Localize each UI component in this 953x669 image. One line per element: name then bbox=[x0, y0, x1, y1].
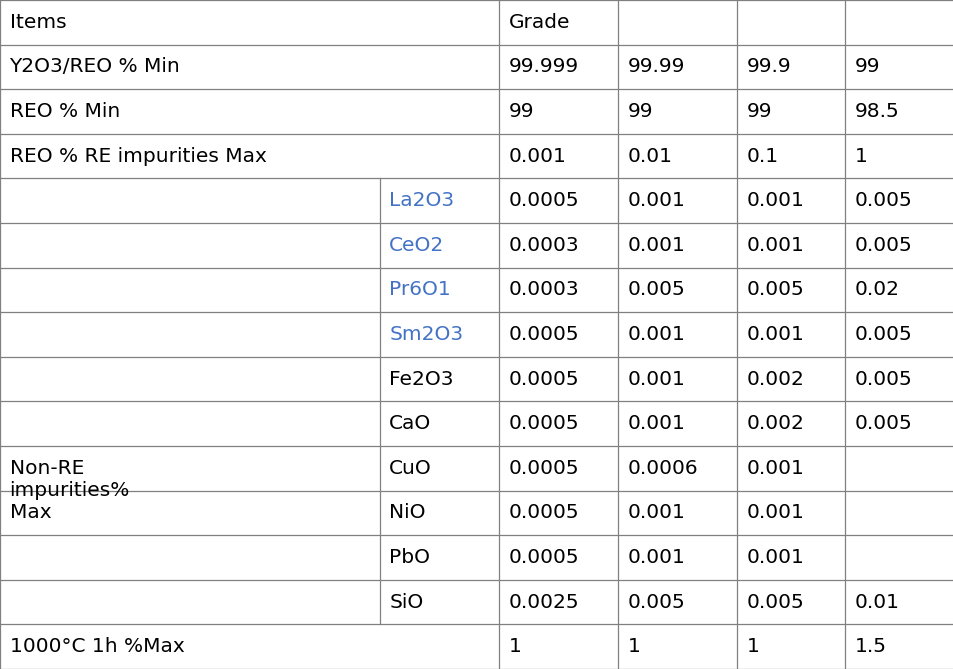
Text: 0.0006: 0.0006 bbox=[627, 459, 698, 478]
Text: 0.0003: 0.0003 bbox=[508, 235, 578, 255]
Text: 99.999: 99.999 bbox=[508, 58, 578, 76]
Text: La2O3: La2O3 bbox=[389, 191, 454, 210]
Text: 0.001: 0.001 bbox=[746, 191, 804, 210]
Text: 0.01: 0.01 bbox=[854, 593, 899, 611]
Text: 0.001: 0.001 bbox=[627, 503, 685, 522]
Text: 0.001: 0.001 bbox=[627, 191, 685, 210]
Text: 0.005: 0.005 bbox=[854, 235, 912, 255]
Text: 99: 99 bbox=[854, 58, 880, 76]
Text: 1: 1 bbox=[508, 637, 520, 656]
Text: 0.02: 0.02 bbox=[854, 280, 899, 300]
Text: Grade: Grade bbox=[508, 13, 569, 32]
Text: Non-RE
impurities%
Max: Non-RE impurities% Max bbox=[10, 459, 130, 522]
Text: 0.001: 0.001 bbox=[746, 503, 804, 522]
Text: 0.005: 0.005 bbox=[746, 280, 804, 300]
Text: Y2O3/REO % Min: Y2O3/REO % Min bbox=[10, 58, 180, 76]
Text: 99.99: 99.99 bbox=[627, 58, 684, 76]
Text: 1: 1 bbox=[854, 147, 866, 166]
Text: 0.005: 0.005 bbox=[746, 593, 804, 611]
Text: 0.0025: 0.0025 bbox=[508, 593, 578, 611]
Text: 0.0005: 0.0005 bbox=[508, 191, 578, 210]
Text: 0.0005: 0.0005 bbox=[508, 548, 578, 567]
Text: 0.1: 0.1 bbox=[746, 147, 779, 166]
Text: CaO: CaO bbox=[389, 414, 431, 434]
Text: 0.0005: 0.0005 bbox=[508, 503, 578, 522]
Text: 0.001: 0.001 bbox=[627, 548, 685, 567]
Text: 99.9: 99.9 bbox=[746, 58, 791, 76]
Text: 0.005: 0.005 bbox=[854, 191, 912, 210]
Text: 98.5: 98.5 bbox=[854, 102, 899, 121]
Text: CuO: CuO bbox=[389, 459, 432, 478]
Text: 0.001: 0.001 bbox=[746, 548, 804, 567]
Text: 0.005: 0.005 bbox=[627, 280, 685, 300]
Text: 0.001: 0.001 bbox=[746, 459, 804, 478]
Text: 0.005: 0.005 bbox=[627, 593, 685, 611]
Text: 1000°C 1h %Max: 1000°C 1h %Max bbox=[10, 637, 184, 656]
Text: 99: 99 bbox=[746, 102, 772, 121]
Text: 0.0005: 0.0005 bbox=[508, 325, 578, 344]
Text: 0.001: 0.001 bbox=[627, 414, 685, 434]
Text: Items: Items bbox=[10, 13, 66, 32]
Text: 0.0005: 0.0005 bbox=[508, 414, 578, 434]
Text: 0.001: 0.001 bbox=[627, 325, 685, 344]
Text: Sm2O3: Sm2O3 bbox=[389, 325, 463, 344]
Text: 1.5: 1.5 bbox=[854, 637, 886, 656]
Text: Fe2O3: Fe2O3 bbox=[389, 369, 454, 389]
Text: 99: 99 bbox=[508, 102, 534, 121]
Text: 1: 1 bbox=[627, 637, 639, 656]
Text: NiO: NiO bbox=[389, 503, 425, 522]
Text: 0.005: 0.005 bbox=[854, 325, 912, 344]
Text: REO % RE impurities Max: REO % RE impurities Max bbox=[10, 147, 266, 166]
Text: CeO2: CeO2 bbox=[389, 235, 444, 255]
Text: 0.001: 0.001 bbox=[746, 235, 804, 255]
Text: SiO: SiO bbox=[389, 593, 423, 611]
Text: 0.001: 0.001 bbox=[627, 369, 685, 389]
Text: 0.002: 0.002 bbox=[746, 369, 804, 389]
Text: 1: 1 bbox=[746, 637, 759, 656]
Text: 0.01: 0.01 bbox=[627, 147, 672, 166]
Text: REO % Min: REO % Min bbox=[10, 102, 120, 121]
Text: 0.001: 0.001 bbox=[508, 147, 566, 166]
Text: 0.002: 0.002 bbox=[746, 414, 804, 434]
Text: 0.001: 0.001 bbox=[627, 235, 685, 255]
Text: PbO: PbO bbox=[389, 548, 430, 567]
Text: 0.0005: 0.0005 bbox=[508, 459, 578, 478]
Text: 0.001: 0.001 bbox=[746, 325, 804, 344]
Text: Pr6O1: Pr6O1 bbox=[389, 280, 451, 300]
Text: 0.005: 0.005 bbox=[854, 369, 912, 389]
Text: 0.0005: 0.0005 bbox=[508, 369, 578, 389]
Text: 0.0003: 0.0003 bbox=[508, 280, 578, 300]
Text: 0.005: 0.005 bbox=[854, 414, 912, 434]
Text: 99: 99 bbox=[627, 102, 653, 121]
